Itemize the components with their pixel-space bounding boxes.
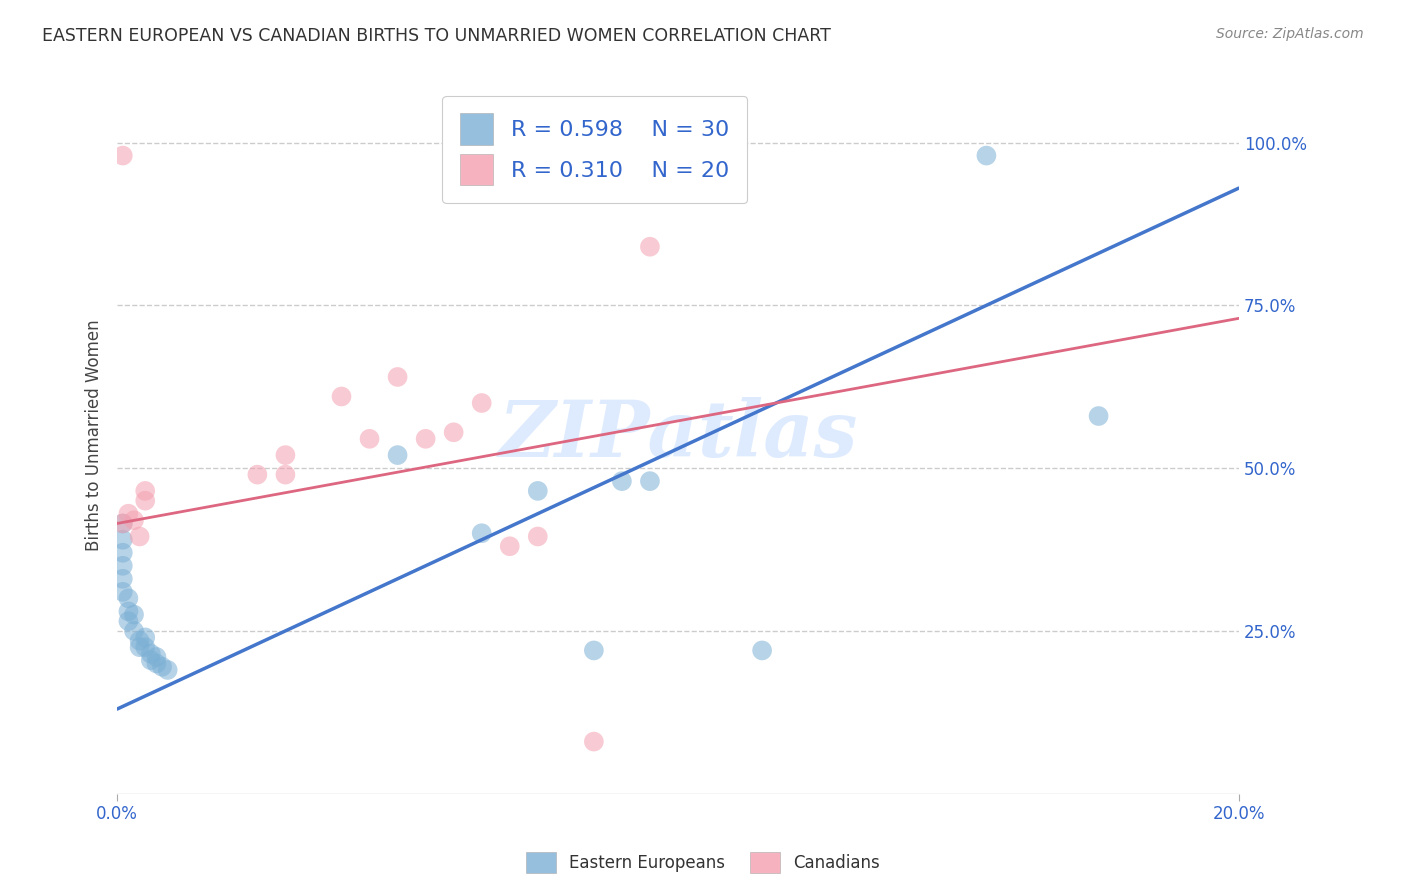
Point	[246, 467, 269, 482]
Point	[139, 653, 162, 667]
Point	[330, 389, 353, 403]
Point	[150, 659, 173, 673]
Point	[471, 526, 494, 541]
Point	[111, 533, 134, 547]
Point	[128, 529, 150, 543]
Point	[134, 493, 156, 508]
Point	[111, 148, 134, 162]
Point	[117, 591, 139, 606]
Point	[582, 643, 605, 657]
Point	[274, 448, 297, 462]
Point	[751, 643, 773, 657]
Point	[128, 633, 150, 648]
Text: EASTERN EUROPEAN VS CANADIAN BIRTHS TO UNMARRIED WOMEN CORRELATION CHART: EASTERN EUROPEAN VS CANADIAN BIRTHS TO U…	[42, 27, 831, 45]
Point	[359, 432, 381, 446]
Point	[134, 483, 156, 498]
Point	[387, 370, 409, 384]
Point	[526, 483, 548, 498]
Point	[156, 663, 179, 677]
Point	[610, 474, 633, 488]
Point	[415, 432, 437, 446]
Point	[134, 640, 156, 655]
Point	[134, 631, 156, 645]
Point	[443, 425, 465, 440]
Point	[117, 604, 139, 618]
Point	[111, 558, 134, 573]
Point	[976, 148, 998, 162]
Y-axis label: Births to Unmarried Women: Births to Unmarried Women	[86, 319, 103, 551]
Point	[122, 607, 145, 622]
Legend: Eastern Europeans, Canadians: Eastern Europeans, Canadians	[519, 846, 887, 880]
Point	[145, 657, 167, 671]
Point	[499, 539, 522, 553]
Point	[122, 624, 145, 638]
Legend: R = 0.598    N = 30, R = 0.310    N = 20: R = 0.598 N = 30, R = 0.310 N = 20	[443, 95, 747, 203]
Text: ZIPatlas: ZIPatlas	[498, 397, 858, 474]
Point	[145, 649, 167, 664]
Point	[128, 640, 150, 655]
Point	[111, 572, 134, 586]
Point	[111, 546, 134, 560]
Point	[111, 584, 134, 599]
Point	[1087, 409, 1109, 423]
Point	[638, 240, 661, 254]
Point	[471, 396, 494, 410]
Point	[387, 448, 409, 462]
Point	[139, 647, 162, 661]
Point	[582, 734, 605, 748]
Point	[638, 474, 661, 488]
Point	[526, 529, 548, 543]
Point	[111, 516, 134, 531]
Point	[122, 513, 145, 527]
Point	[117, 614, 139, 628]
Point	[274, 467, 297, 482]
Text: Source: ZipAtlas.com: Source: ZipAtlas.com	[1216, 27, 1364, 41]
Point	[111, 516, 134, 531]
Point	[117, 507, 139, 521]
